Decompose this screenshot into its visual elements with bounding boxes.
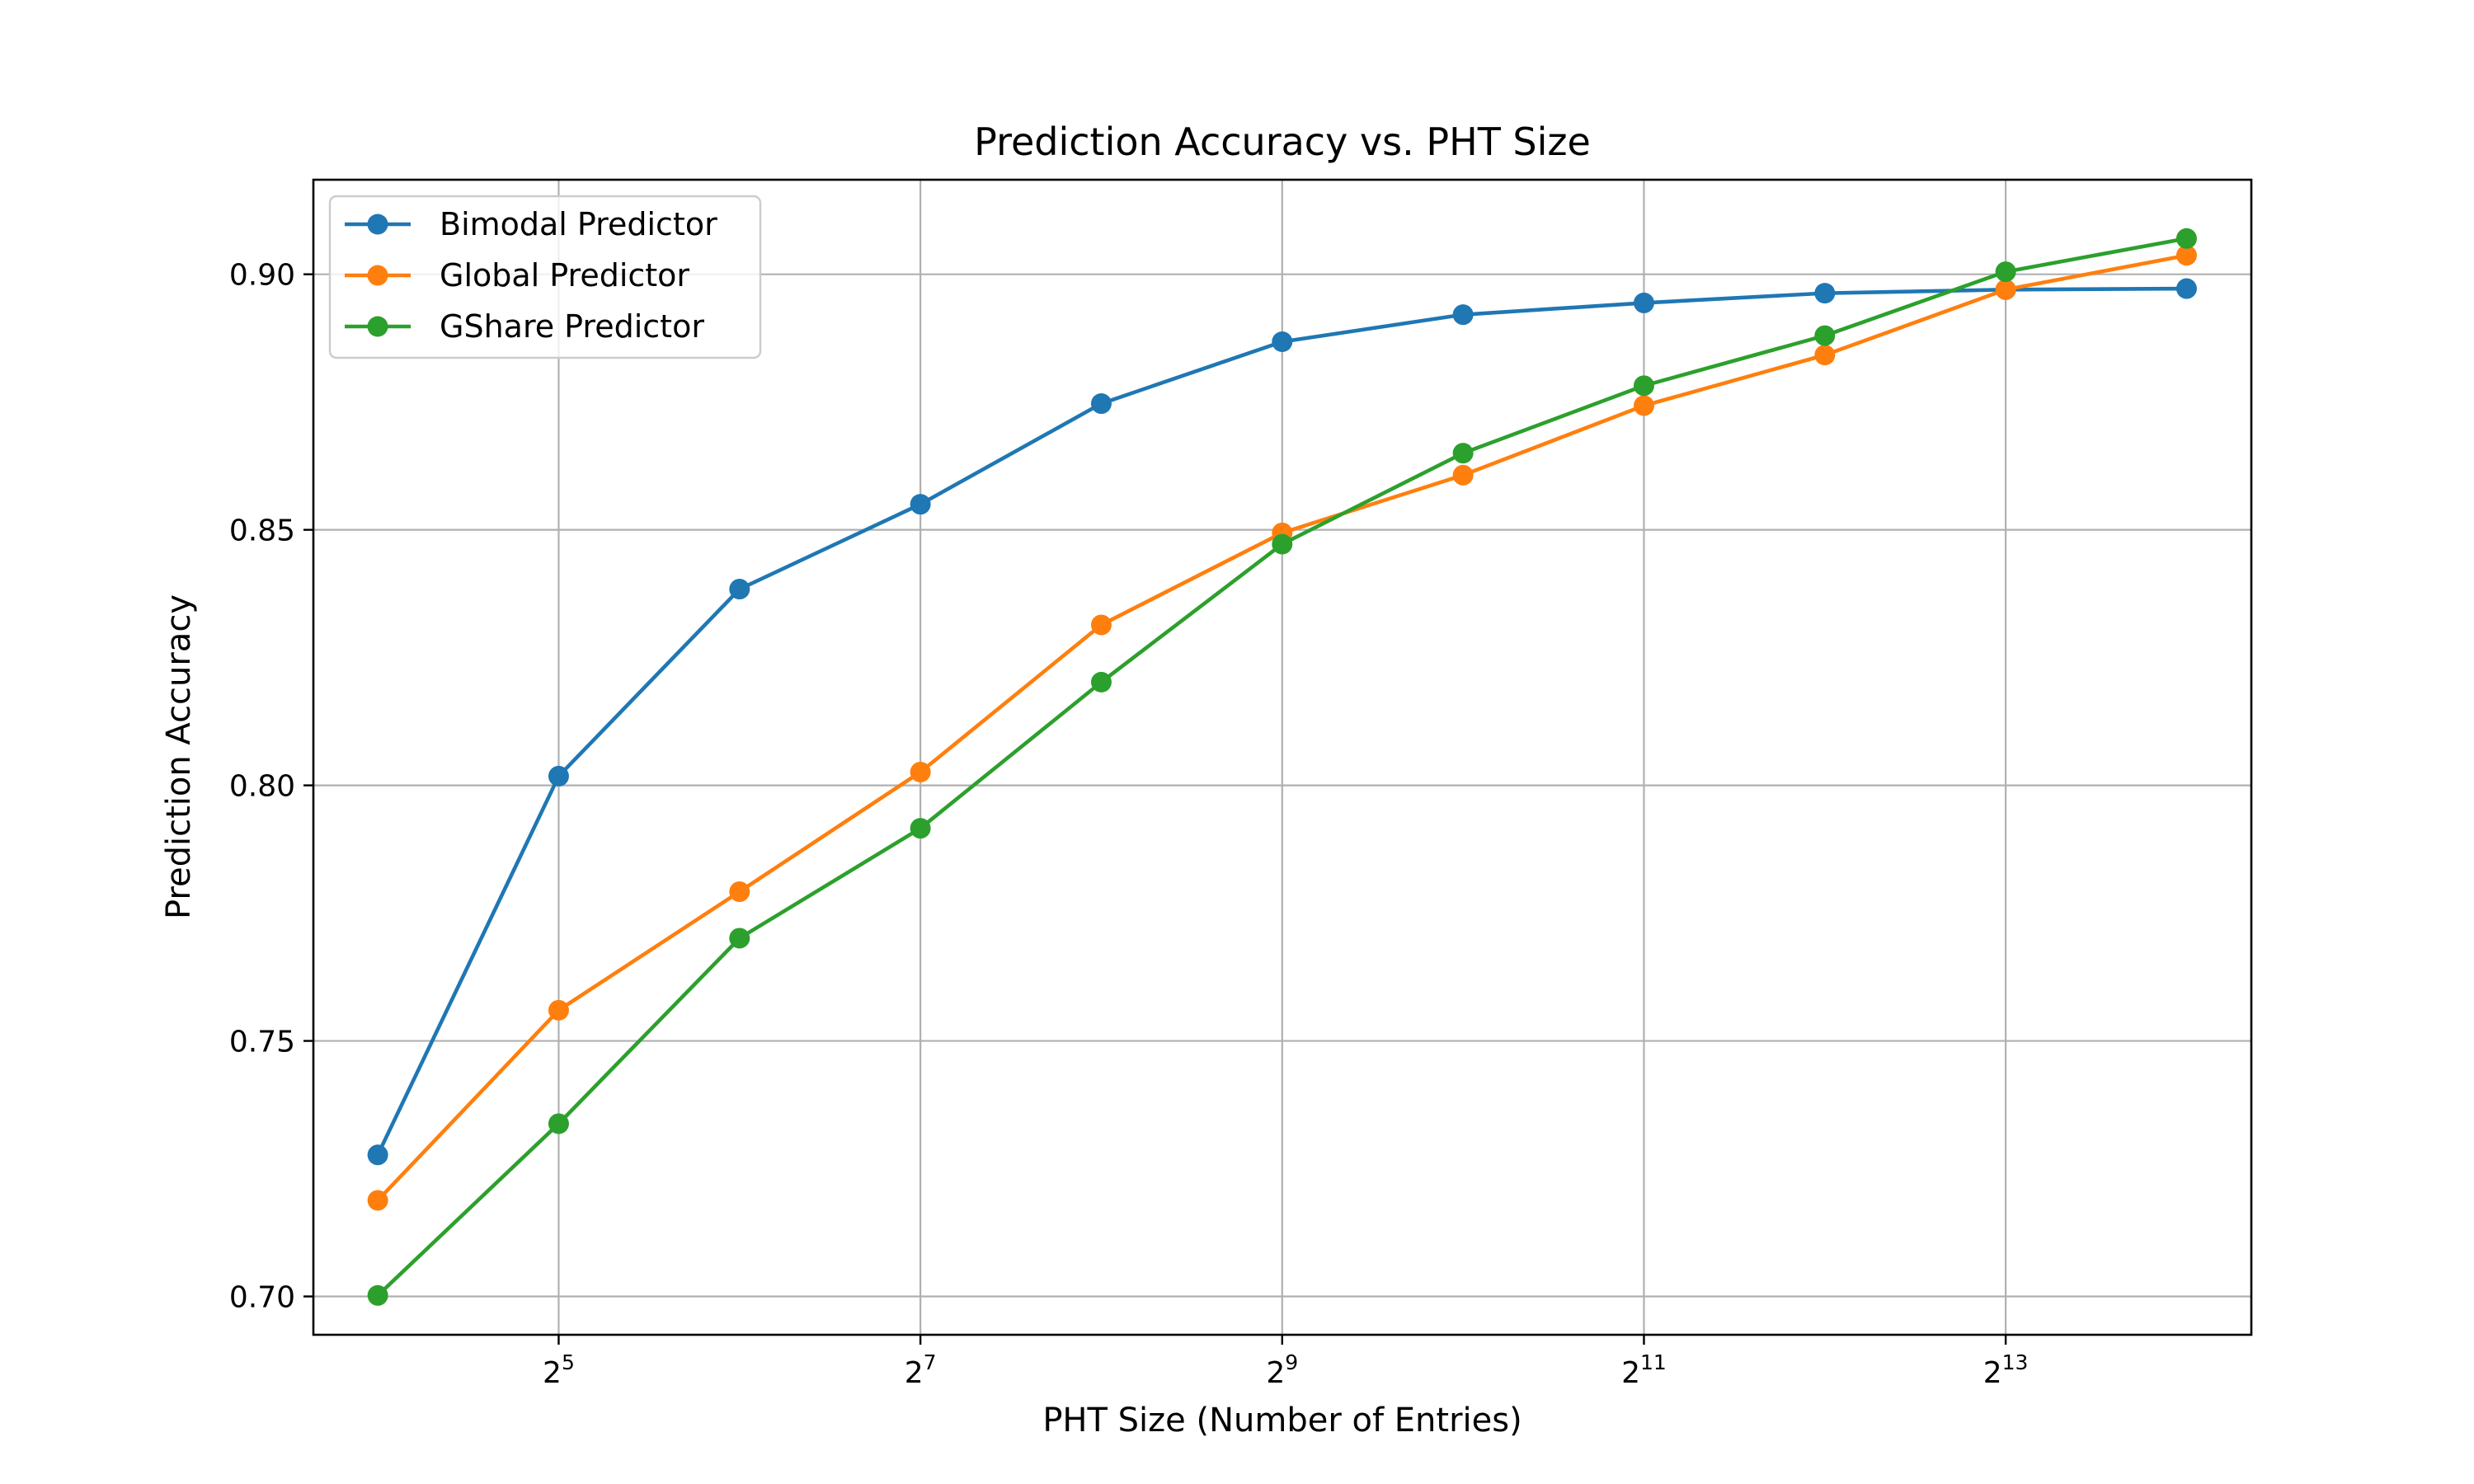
data-point bbox=[1633, 292, 1654, 313]
x-tick-exponent: 13 bbox=[2002, 1350, 2029, 1374]
legend-marker bbox=[367, 265, 388, 286]
data-point bbox=[1090, 671, 1112, 693]
x-tick-label: 27 bbox=[905, 1350, 937, 1390]
legend-entry: Global Predictor bbox=[345, 257, 689, 294]
data-point bbox=[1090, 614, 1112, 636]
x-tick-base: 2 bbox=[543, 1356, 562, 1390]
series-gshare-predictor bbox=[367, 228, 2197, 1306]
x-tick-exponent: 9 bbox=[1285, 1350, 1298, 1374]
data-point bbox=[729, 881, 750, 903]
x-tick-label: 29 bbox=[1266, 1350, 1298, 1390]
data-point bbox=[1272, 331, 1293, 353]
x-tick-label: 25 bbox=[543, 1350, 575, 1390]
x-axis-label: PHT Size (Number of Entries) bbox=[1042, 1402, 1522, 1439]
chart-title: Prediction Accuracy vs. PHT Size bbox=[974, 120, 1591, 164]
data-point bbox=[729, 928, 750, 949]
data-point bbox=[1995, 261, 2016, 283]
data-point bbox=[1995, 279, 2016, 300]
data-point bbox=[1814, 345, 1836, 366]
x-tick-label: 213 bbox=[1983, 1350, 2029, 1390]
data-point bbox=[2175, 228, 2197, 249]
legend-marker bbox=[367, 214, 388, 235]
x-tick-base: 2 bbox=[905, 1356, 924, 1390]
x-tick-base: 2 bbox=[1266, 1356, 1285, 1390]
data-point bbox=[910, 494, 931, 515]
data-point bbox=[1633, 375, 1654, 397]
legend-label: GShare Predictor bbox=[440, 308, 704, 345]
legend-box bbox=[328, 195, 762, 359]
data-point bbox=[548, 1113, 569, 1134]
data-point bbox=[729, 579, 750, 600]
data-point bbox=[2175, 278, 2197, 299]
legend: Bimodal Predictor Global Predictor GShare … bbox=[328, 195, 762, 359]
legend-entry: GShare Predictor bbox=[345, 308, 704, 345]
data-point bbox=[367, 1284, 388, 1306]
x-tick-base: 2 bbox=[1621, 1356, 1640, 1390]
data-point bbox=[548, 999, 569, 1021]
series-global-predictor bbox=[367, 245, 2197, 1211]
y-tick-label: 0.80 bbox=[229, 770, 295, 804]
series-bimodal-predictor bbox=[367, 278, 2197, 1166]
data-point bbox=[1452, 304, 1474, 326]
x-tick-label: 211 bbox=[1621, 1350, 1667, 1390]
legend-entry: Bimodal Predictor bbox=[345, 206, 717, 242]
data-point bbox=[1814, 283, 1836, 304]
y-tick-label: 0.75 bbox=[229, 1026, 295, 1059]
legend-label: Bimodal Predictor bbox=[440, 206, 717, 242]
x-tick-exponent: 5 bbox=[562, 1350, 575, 1374]
y-axis-label: Prediction Accuracy bbox=[160, 594, 198, 919]
legend-marker bbox=[367, 316, 388, 337]
y-tick-label: 0.90 bbox=[229, 259, 295, 293]
legend-label: Global Predictor bbox=[440, 257, 689, 294]
data-point bbox=[910, 818, 931, 839]
data-point bbox=[1633, 395, 1654, 416]
x-tick-exponent: 7 bbox=[924, 1350, 937, 1374]
x-tick-exponent: 11 bbox=[1640, 1350, 1667, 1374]
data-point bbox=[2175, 245, 2197, 266]
data-point bbox=[1090, 393, 1112, 415]
data-point bbox=[367, 1144, 388, 1166]
x-tick-base: 2 bbox=[1983, 1356, 2002, 1390]
y-tick-label: 0.85 bbox=[229, 514, 295, 548]
y-tick-label: 0.70 bbox=[229, 1281, 295, 1315]
data-point bbox=[1272, 533, 1293, 555]
data-point bbox=[548, 765, 569, 787]
data-point bbox=[1452, 443, 1474, 464]
data-point bbox=[1452, 464, 1474, 486]
data-point bbox=[910, 761, 931, 782]
series-layer bbox=[367, 228, 2197, 1306]
data-point bbox=[367, 1190, 388, 1211]
data-point bbox=[1814, 325, 1836, 346]
